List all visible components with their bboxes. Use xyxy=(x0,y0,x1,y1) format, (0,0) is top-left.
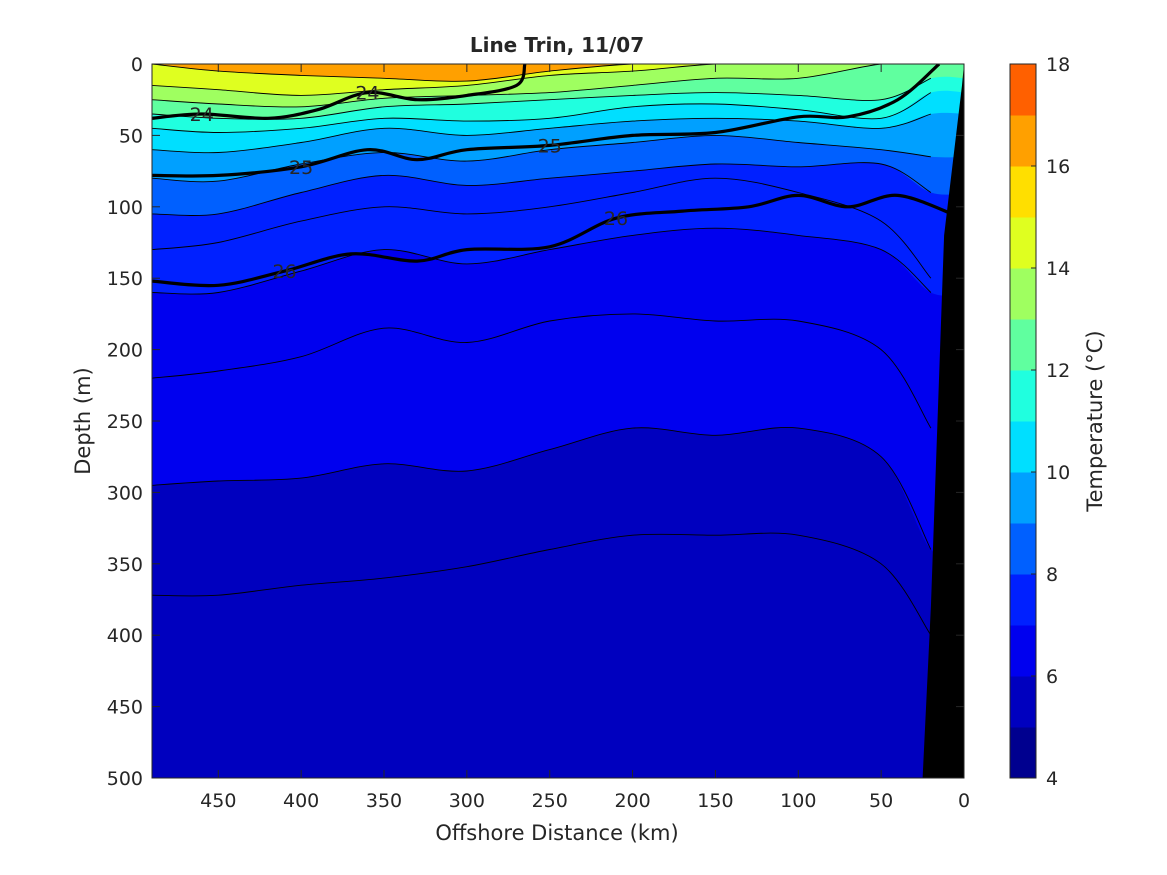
colorbar-tick-label: 4 xyxy=(1046,768,1058,790)
isotherm-line-6 xyxy=(152,427,932,550)
colorbar-label: Temperature (°C) xyxy=(1083,330,1107,512)
colorbar-tick-label: 14 xyxy=(1046,258,1070,280)
sigma-contour-label-24: 24 xyxy=(355,83,379,105)
temperature-fill-layer xyxy=(152,64,964,778)
chart-title: Line Trin, 11/07 xyxy=(470,33,644,57)
sigma-contour-label-26: 26 xyxy=(604,208,628,230)
y-tick-label: 100 xyxy=(107,197,143,219)
x-tick-label: 400 xyxy=(283,790,319,812)
colorbar-swatch xyxy=(1010,625,1036,677)
colorbar-tick-label: 6 xyxy=(1046,666,1058,688)
colorbar-tick-label: 10 xyxy=(1046,462,1070,484)
colorbar-swatch xyxy=(1010,421,1036,473)
sigma-contour-label-25: 25 xyxy=(538,135,562,157)
isotherm-line-14 xyxy=(152,64,931,96)
y-tick-label: 450 xyxy=(107,697,143,719)
y-tick-label: 250 xyxy=(107,411,143,433)
y-tick-label: 350 xyxy=(107,554,143,576)
x-axis: 450 400 350 300 250 200 150 100 50 0 xyxy=(200,64,970,812)
isotherm-line-7.5 xyxy=(152,177,932,279)
density-contours-layer: 24 24 25 25 26 26 xyxy=(152,64,957,288)
x-axis-label: Offshore Distance (km) xyxy=(435,821,678,845)
seafloor-topography xyxy=(922,64,964,778)
sigma-contour-25 xyxy=(152,64,941,178)
colorbar-swatch xyxy=(1010,523,1036,575)
y-tick-label: 400 xyxy=(107,625,143,647)
colorbar-tick-label: 18 xyxy=(1046,54,1070,76)
colorbar-tick-label: 8 xyxy=(1046,564,1058,586)
colorbar-swatch xyxy=(1010,727,1036,779)
y-tick-label: 50 xyxy=(119,125,143,147)
x-tick-label: 300 xyxy=(449,790,485,812)
colorbar-tick-label: 12 xyxy=(1046,360,1070,382)
isotherm-line-6.5 xyxy=(152,313,932,429)
x-tick-label: 50 xyxy=(869,790,893,812)
colorbar-swatch xyxy=(1010,64,1036,116)
colorbar-swatch xyxy=(1010,217,1036,269)
x-tick-label: 100 xyxy=(780,790,816,812)
colorbar-swatch xyxy=(1010,472,1036,524)
isotherm-line-8 xyxy=(152,162,932,216)
colorbar: 4 6 8 10 12 14 16 18 xyxy=(1009,54,1070,790)
colorbar-swatch xyxy=(1010,166,1036,218)
x-tick-label: 0 xyxy=(958,790,970,812)
isotherm-line-9 xyxy=(152,134,931,183)
y-axis-label: Depth (m) xyxy=(71,367,95,474)
isotherm-line-7 xyxy=(152,227,932,295)
x-tick-label: 350 xyxy=(366,790,402,812)
y-tick-label: 150 xyxy=(107,268,143,290)
x-tick-label: 150 xyxy=(697,790,733,812)
sigma-contour-24 xyxy=(152,64,527,120)
y-tick-label: 0 xyxy=(131,54,143,76)
colorbar-swatch xyxy=(1010,574,1036,626)
colorbar-swatch xyxy=(1010,370,1036,422)
sigma-contour-label-26: 26 xyxy=(272,261,296,283)
colorbar-tick-label: 16 xyxy=(1046,156,1070,178)
x-tick-label: 450 xyxy=(200,790,236,812)
y-axis: 0 50 100 150 200 250 300 350 400 450 500 xyxy=(107,54,964,790)
y-tick-label: 200 xyxy=(107,340,143,362)
isotherm-line-5.5 xyxy=(152,532,932,636)
sigma-contour-label-25: 25 xyxy=(289,157,313,179)
plot-area: 24 24 25 25 26 26 xyxy=(152,64,964,778)
temperature-band-below-5.5 xyxy=(152,533,964,778)
colorbar-frame xyxy=(1009,63,1037,779)
colorbar-swatch xyxy=(1010,268,1036,320)
y-tick-label: 500 xyxy=(107,768,143,790)
colorbar-swatch xyxy=(1010,319,1036,371)
y-tick-label: 300 xyxy=(107,482,143,504)
sigma-contour-label-24: 24 xyxy=(190,104,214,126)
isotherm-line-13 xyxy=(152,64,931,108)
colorbar-swatch xyxy=(1010,676,1036,728)
isotherm-line-10 xyxy=(152,113,932,154)
isotherm-line-12 xyxy=(152,77,932,120)
sigma-contour-26 xyxy=(152,193,957,288)
x-tick-label: 200 xyxy=(614,790,650,812)
x-tick-label: 250 xyxy=(532,790,568,812)
isotherm-line-11 xyxy=(152,92,932,133)
colorbar-swatch xyxy=(1010,115,1036,167)
